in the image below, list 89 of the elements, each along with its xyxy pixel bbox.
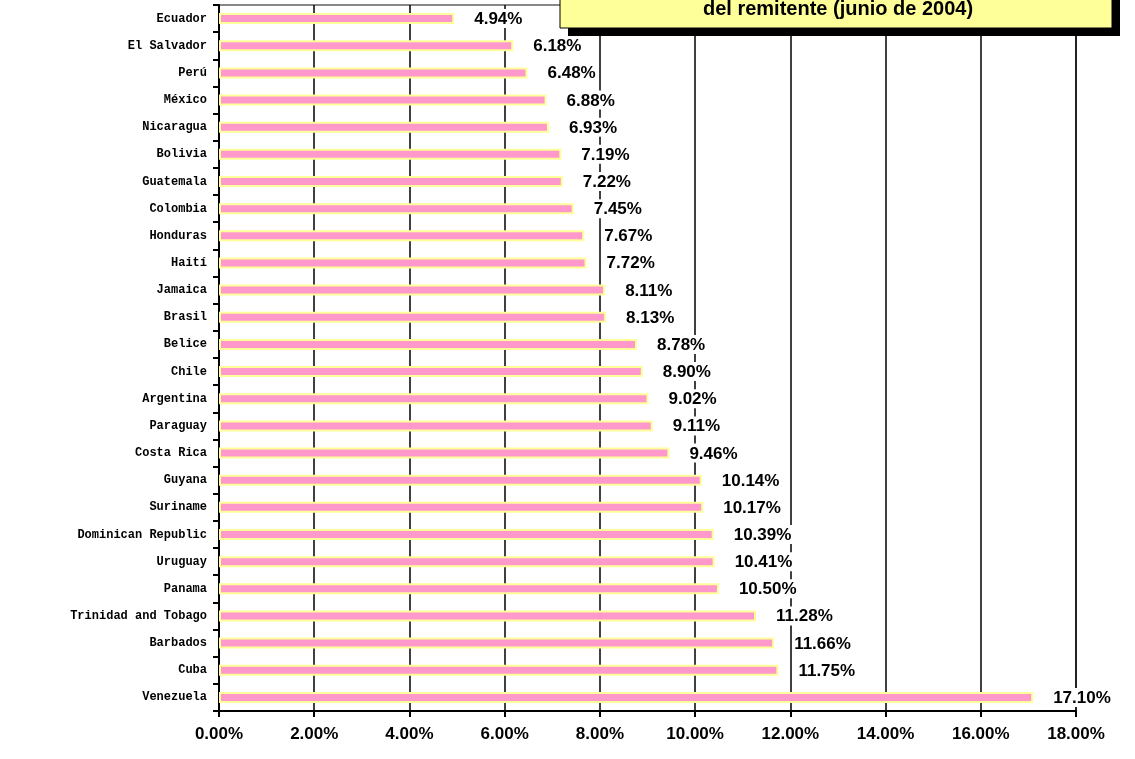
x-tick-label: 6.00% [480,724,529,743]
bar [219,176,563,187]
y-tick-label: Barbados [149,636,207,651]
bar [219,556,715,568]
bar [219,311,607,323]
y-tick-label: Venezuela [142,690,207,705]
y-tick-label: Guyana [163,473,207,488]
bar [219,13,455,25]
data-label: 9.46% [689,443,738,463]
bar [219,67,528,79]
bar [219,284,606,296]
bar [219,529,714,540]
data-label: 6.18% [533,36,582,56]
y-tick-label: Panama [163,581,207,596]
y-tick-label: Chile [170,364,207,379]
y-tick-label: Perú [178,65,207,80]
x-tick-label: 14.00% [856,724,915,743]
y-tick-label: Honduras [149,228,207,243]
y-tick-label: Dominican Republic [77,527,207,542]
y-tick-label: Uruguay [156,554,207,569]
data-label: 10.17% [723,497,781,517]
data-label: 9.11% [672,416,720,436]
y-tick-label: Brasil [163,310,207,325]
y-tick-label: Cuba [178,663,207,678]
y-tick-label: Haití [170,255,207,270]
bar [219,40,514,52]
bar [219,610,757,622]
y-tick-label: Guatemala [142,174,207,189]
chart-title: del remitente (junio de 2004) [702,0,974,19]
data-label: 6.88% [566,90,615,110]
bar [219,230,585,242]
data-label: 17.10% [1053,687,1111,707]
data-label: 6.93% [568,117,618,137]
data-label: 7.22% [582,172,631,191]
y-tick-label: Bolivia [156,147,207,162]
x-tick-label: 4.00% [385,724,434,743]
bar [219,366,643,378]
data-label: 10.41% [734,552,793,572]
bar [219,94,547,106]
data-label: 8.13% [626,307,675,327]
data-label: 8.78% [657,334,706,354]
bar [219,637,775,649]
data-label: 6.48% [547,63,596,83]
data-label: 7.67% [604,226,653,246]
y-tick-label: Argentina [142,391,207,406]
data-label: 8.11% [625,280,673,300]
bar [219,148,562,160]
x-tick-label: 12.00% [761,724,820,743]
data-label: 7.19% [581,144,630,164]
x-tick-label: 18.00% [1047,724,1105,743]
bar [219,203,574,215]
bar [219,393,649,405]
bar [219,338,638,350]
bar [219,474,702,486]
bar [219,664,779,676]
data-label: 7.72% [606,253,655,273]
data-label: 10.14% [721,470,780,490]
bar [219,420,653,432]
data-label: 11.75% [798,660,856,680]
y-tick-label: Trinidad and Tobago [70,608,207,623]
data-label: 10.50% [738,579,797,599]
data-label: 10.39% [733,525,792,544]
bar [219,447,670,459]
bar [219,501,704,513]
y-tick-label: Costa Rica [134,446,207,461]
y-tick-label: El Salvador [127,38,207,53]
y-tick-label: Paraguay [149,418,207,433]
bar [219,691,1034,703]
y-tick-label: Suriname [149,500,207,515]
bar [219,257,587,269]
x-tick-label: 16.00% [951,724,1010,743]
y-tick-label: Nicaragua [142,120,207,135]
y-tick-label: Belice [163,337,207,352]
data-label: 7.45% [593,199,642,219]
data-label: 9.02% [668,389,717,409]
data-label: 11.28% [776,606,833,626]
x-tick-label: 8.00% [575,724,624,743]
x-tick-label: 10.00% [666,724,724,743]
bar [219,121,549,133]
y-tick-label: Ecuador [156,11,207,26]
x-tick-label: 2.00% [290,724,339,743]
y-tick-label: Colombia [149,201,207,216]
data-label: 4.94% [474,9,523,29]
data-label: 11.66% [794,633,851,653]
x-tick-label: 0.00% [194,724,244,743]
data-label: 8.90% [662,362,711,382]
y-tick-label: Jamaica [156,283,207,298]
y-tick-label: México [163,93,207,108]
bar [219,583,719,595]
